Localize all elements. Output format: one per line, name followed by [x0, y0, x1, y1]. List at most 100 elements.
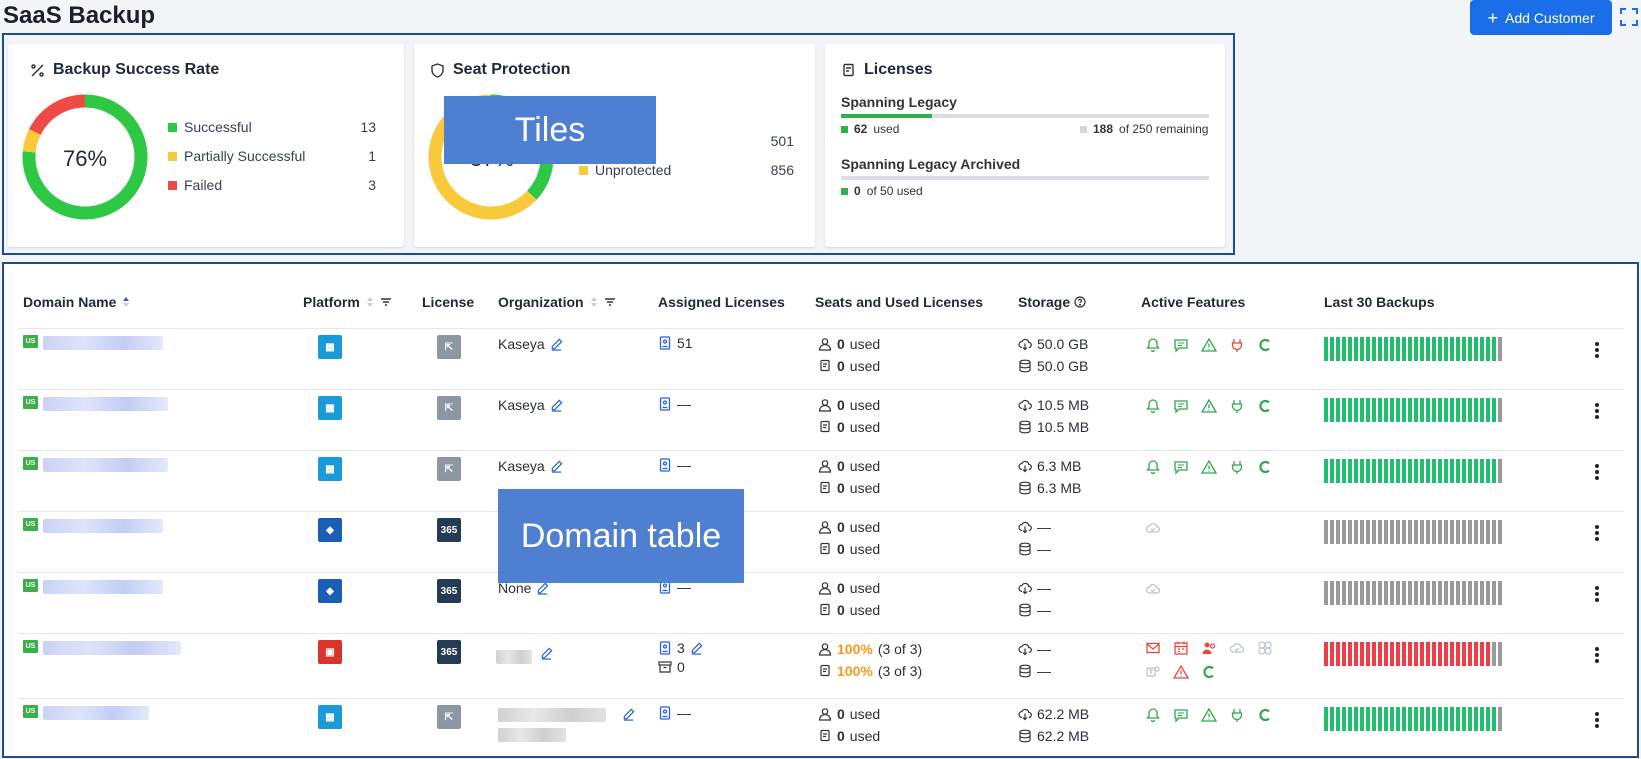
fullscreen-icon[interactable] [1620, 8, 1638, 26]
domain-name-link[interactable] [43, 706, 149, 720]
backup-bar [1390, 581, 1394, 605]
edit-icon[interactable] [550, 399, 563, 412]
backup-bar [1456, 642, 1460, 666]
domain-name-link[interactable] [43, 336, 163, 350]
license-used-legacy: 62 used [841, 122, 899, 136]
filter-icon[interactable] [380, 296, 392, 308]
edit-icon[interactable] [540, 647, 553, 660]
row-actions-menu[interactable] [1595, 712, 1599, 728]
backup-bar [1396, 707, 1400, 731]
used-licenses-cell: 0 used [818, 728, 880, 744]
domain-name-link[interactable] [43, 397, 168, 411]
edit-icon[interactable] [690, 642, 703, 655]
row-divider [18, 511, 1624, 512]
sort-icon[interactable] [120, 296, 132, 308]
backup-bar [1474, 707, 1478, 731]
backup-bar [1330, 459, 1334, 483]
license-bar-archived [841, 176, 1209, 180]
backup-bar [1366, 337, 1370, 361]
user-icon [818, 338, 832, 351]
row-actions-menu[interactable] [1595, 464, 1599, 480]
row-actions-menu[interactable] [1595, 342, 1599, 358]
last-30-backups [1324, 707, 1502, 731]
backup-bar [1354, 398, 1358, 422]
backup-bar [1324, 337, 1328, 361]
storage-backup-cell: 50.0 GB [1018, 336, 1088, 352]
backup-bar [1330, 398, 1334, 422]
backup-bar [1366, 398, 1370, 422]
backup-bar [1474, 337, 1478, 361]
legend-count-partial: 1 [368, 148, 376, 164]
backup-bar [1342, 459, 1346, 483]
row-actions-menu[interactable] [1595, 403, 1599, 419]
license-name-legacy: Spanning Legacy [841, 94, 957, 110]
backup-bar [1492, 337, 1496, 361]
edit-icon[interactable] [550, 460, 563, 473]
domain-name-link[interactable] [43, 580, 163, 594]
backup-bar [1474, 520, 1478, 544]
filter-icon[interactable] [604, 296, 616, 308]
backup-bar [1390, 642, 1394, 666]
database-icon [1019, 729, 1031, 743]
backup-bar [1414, 337, 1418, 361]
help-icon[interactable] [1074, 296, 1086, 308]
col-domain-name[interactable]: Domain Name [23, 294, 132, 310]
add-customer-button[interactable]: + Add Customer [1470, 0, 1612, 35]
backup-bar [1408, 642, 1412, 666]
backup-bar [1480, 707, 1484, 731]
backup-bar [1336, 337, 1340, 361]
database-icon [1019, 481, 1031, 495]
license-used-archived: 0 of 50 used [841, 184, 923, 198]
last-30-backups [1324, 398, 1502, 422]
backup-bar [1468, 337, 1472, 361]
backup-bar [1408, 337, 1412, 361]
backup-bar [1384, 459, 1388, 483]
region-badge: US [23, 640, 38, 653]
backup-bar [1438, 520, 1442, 544]
domain-name-link[interactable] [43, 641, 181, 655]
domain-name-link[interactable] [43, 458, 168, 472]
row-actions-menu[interactable] [1595, 525, 1599, 541]
license-legacy-icon: ⇱ [437, 335, 461, 359]
backup-bar [1408, 581, 1412, 605]
storage-used-cell: 6.3 MB [1018, 480, 1081, 496]
cloud-download-icon [1018, 338, 1032, 351]
platform-office-icon: ▣ [318, 640, 342, 664]
backup-bar [1486, 520, 1490, 544]
sort-icon[interactable] [588, 296, 600, 308]
region-badge: US [23, 396, 38, 409]
backup-bar [1336, 520, 1340, 544]
backup-bar [1408, 707, 1412, 731]
region-badge: US [23, 705, 38, 718]
backup-bar [1396, 581, 1400, 605]
edit-icon[interactable] [536, 582, 549, 595]
assigned-license-icon [659, 397, 671, 411]
storage-backup-cell: 10.5 MB [1018, 397, 1089, 413]
backup-bar [1360, 459, 1364, 483]
backup-bar [1378, 707, 1382, 731]
active-features [1145, 398, 1273, 414]
row-actions-menu[interactable] [1595, 586, 1599, 602]
storage-backup-cell: — [1018, 519, 1051, 535]
domain-name-link[interactable] [43, 519, 163, 533]
edit-icon[interactable] [550, 338, 563, 351]
backup-bar [1348, 459, 1352, 483]
backup-bar [1378, 337, 1382, 361]
license-icon [820, 542, 830, 555]
backup-bar [1462, 707, 1466, 731]
col-seats: Seats and Used Licenses [815, 294, 984, 310]
sort-icon[interactable] [364, 296, 376, 308]
last-30-backups [1324, 520, 1502, 544]
edit-icon[interactable] [622, 708, 635, 721]
backup-bar [1396, 337, 1400, 361]
license-bar-fill [841, 114, 933, 118]
col-organization[interactable]: Organization [498, 294, 616, 310]
col-platform[interactable]: Platform [303, 294, 392, 310]
backup-bar [1402, 581, 1406, 605]
row-divider [18, 633, 1624, 634]
plug-icon [1231, 339, 1243, 352]
row-actions-menu[interactable] [1595, 647, 1599, 663]
backup-bar [1402, 459, 1406, 483]
tile-licenses: Licenses Spanning Legacy 62 used 188 of 25… [825, 44, 1225, 279]
user-icon [818, 399, 832, 412]
